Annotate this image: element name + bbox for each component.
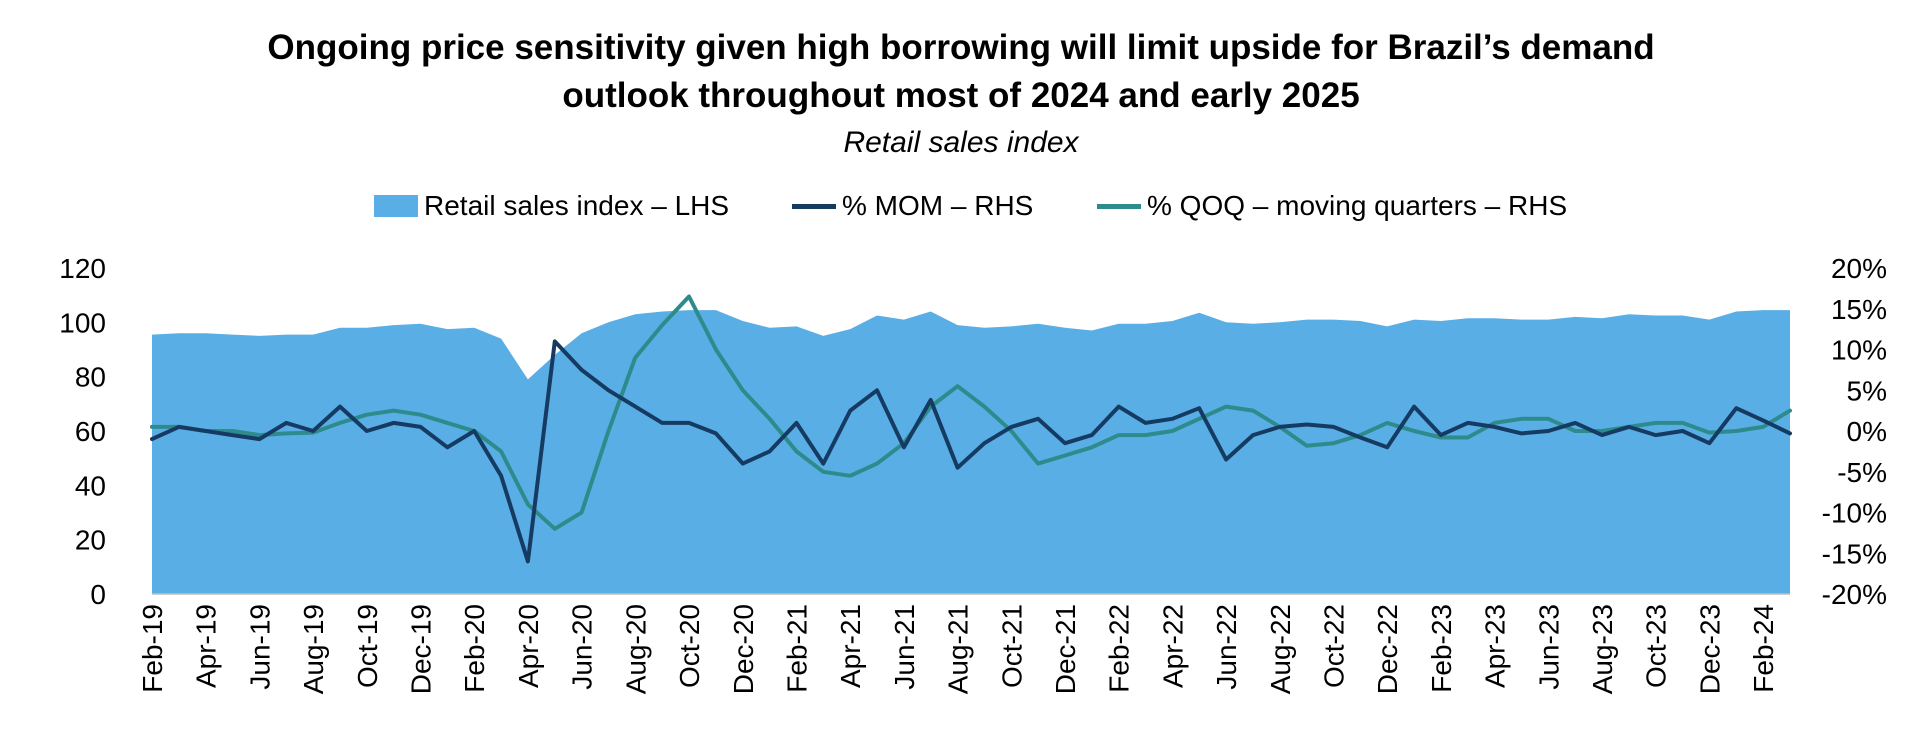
x-tick-label: Feb-21: [781, 604, 812, 693]
legend-qoq-swatch: [1097, 203, 1141, 209]
x-tick-label: Jun-22: [1211, 604, 1242, 690]
x-tick-label: Dec-22: [1372, 604, 1403, 694]
legend-item-qoq: % QOQ – moving quarters – RHS: [1097, 190, 1567, 222]
legend-label-mom: % MOM – RHS: [842, 190, 1034, 221]
x-tick-label: Apr-19: [191, 604, 222, 688]
legend-item-mom: % MOM – RHS: [792, 190, 1033, 222]
x-tick-label: Feb-20: [459, 604, 490, 693]
y-left-tick-label: 40: [75, 470, 106, 501]
legend-label-qoq: % QOQ – moving quarters – RHS: [1147, 190, 1568, 221]
x-tick-label: Jun-20: [567, 604, 598, 690]
x-tick-label: Jun-19: [244, 604, 275, 690]
legend-mom-swatch: [792, 203, 836, 209]
y-right-tick-label: 20%: [1831, 253, 1887, 284]
x-tick-label: Aug-19: [298, 604, 329, 694]
y-right-tick-label: 0%: [1847, 416, 1887, 447]
y-right-tick-label: -20%: [1822, 579, 1887, 610]
y-right-tick-label: -15%: [1822, 538, 1887, 569]
y-left-tick-label: 0: [90, 579, 106, 610]
x-tick-label: Aug-21: [943, 604, 974, 694]
x-tick-label: Aug-22: [1265, 604, 1296, 694]
x-tick-label: Aug-20: [620, 604, 651, 694]
series-line-mom: [150, 339, 1792, 564]
y-left-tick-label: 80: [75, 362, 106, 393]
x-tick-label: Feb-19: [137, 604, 168, 693]
y-right-tick-label: 10%: [1831, 335, 1887, 366]
x-tick-label: Oct-22: [1319, 604, 1350, 688]
x-tick-label: Feb-24: [1748, 604, 1779, 693]
x-tick-label: Apr-20: [513, 604, 544, 688]
x-tick-label: Feb-23: [1426, 604, 1457, 693]
series-area-retail-sales: [152, 310, 1790, 594]
x-tick-label: Oct-21: [996, 604, 1027, 688]
legend-label-retail-sales: Retail sales index – LHS: [424, 190, 730, 221]
chart-title: Ongoing price sensitivity given high bor…: [267, 28, 1655, 67]
y-right-tick-label: -10%: [1822, 498, 1887, 529]
y-left-tick-label: 100: [59, 307, 106, 338]
x-tick-label: Dec-21: [1050, 604, 1081, 694]
x-tick-label: Dec-23: [1694, 604, 1725, 694]
y-right-tick-label: 5%: [1847, 375, 1887, 406]
y-left-tick-label: 60: [75, 416, 106, 447]
x-tick-label: Dec-20: [728, 604, 759, 694]
legend-area-swatch: [374, 195, 418, 217]
x-tick-label: Oct-20: [674, 604, 705, 688]
x-tick-label: Jun-21: [889, 604, 920, 690]
x-tick-label: Oct-19: [352, 604, 383, 688]
chart-title-line2: outlook throughout most of 2024 and earl…: [562, 76, 1360, 115]
legend-item-retail-sales: Retail sales index – LHS: [374, 190, 729, 222]
series-line-qoq: [150, 294, 1792, 531]
x-tick-label: Feb-22: [1104, 604, 1135, 693]
x-tick-label: Jun-23: [1533, 604, 1564, 690]
chart-subtitle: Retail sales index: [843, 126, 1079, 159]
y-left-tick-label: 120: [59, 253, 106, 284]
x-tick-label: Apr-23: [1480, 604, 1511, 688]
x-tick-label: Aug-23: [1587, 604, 1618, 694]
x-tick-label: Oct-23: [1641, 604, 1672, 688]
x-tick-label: Apr-21: [835, 604, 866, 688]
y-right-tick-label: 15%: [1831, 294, 1887, 325]
y-left-tick-label: 20: [75, 525, 106, 556]
x-tick-label: Apr-22: [1157, 604, 1188, 688]
y-right-tick-label: -5%: [1837, 457, 1887, 488]
x-tick-label: Dec-19: [406, 604, 437, 694]
